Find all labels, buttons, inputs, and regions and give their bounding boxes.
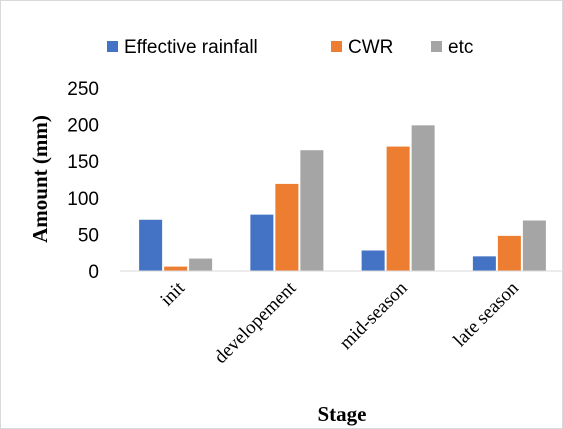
y-tick-label: 0 — [88, 262, 99, 283]
legend-label: CWR — [348, 37, 393, 58]
y-axis-title: Amount (mm) — [28, 115, 52, 243]
bars — [139, 125, 546, 271]
bar-cwr-late-season — [497, 235, 521, 271]
x-tick-label: developement — [210, 277, 301, 368]
legend: Effective rainfall CWR etc — [107, 37, 473, 58]
y-tick-label: 200 — [67, 116, 99, 137]
y-axis-ticks: 0 50 100 150 200 250 — [67, 79, 99, 283]
bar-effective-rainfall-late-season — [472, 256, 496, 271]
x-tick-label: init — [156, 277, 189, 310]
y-tick-label: 100 — [67, 189, 99, 210]
y-tick-label: 150 — [67, 152, 99, 173]
legend-swatch — [431, 41, 442, 52]
bar-effective-rainfall-mid-season — [361, 250, 385, 271]
x-tick-label: late season — [449, 277, 523, 351]
bar-cwr-mid-season — [386, 146, 410, 271]
bar-etc-developement — [300, 150, 324, 271]
bar-effective-rainfall-init — [139, 219, 163, 271]
bar-effective-rainfall-developement — [250, 214, 274, 271]
bar-etc-mid-season — [411, 125, 435, 271]
legend-label: Effective rainfall — [124, 37, 258, 58]
x-axis-ticks: init developement mid-season late season — [156, 277, 523, 368]
legend-label: etc — [448, 37, 473, 58]
bar-etc-init — [189, 258, 213, 271]
bar-cwr-init — [164, 266, 188, 271]
bar-etc-late-season — [522, 220, 546, 271]
x-tick-label: mid-season — [336, 277, 412, 353]
y-tick-label: 250 — [67, 79, 99, 100]
legend-swatch — [331, 41, 342, 52]
legend-swatch — [107, 41, 118, 52]
x-axis-title: Stage — [318, 402, 367, 426]
y-tick-label: 50 — [78, 225, 99, 246]
bar-cwr-developement — [275, 183, 299, 271]
